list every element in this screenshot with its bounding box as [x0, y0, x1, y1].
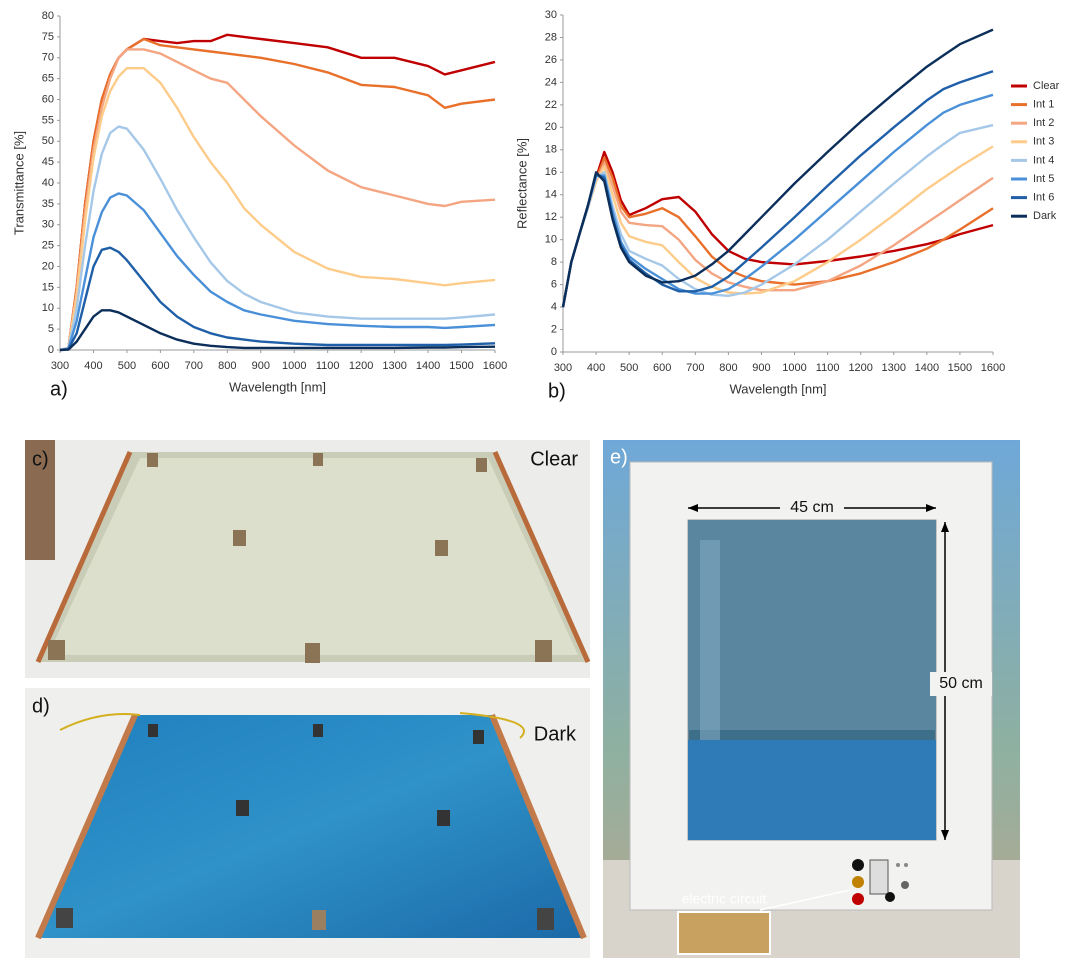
y-tick-label: 10: [545, 234, 557, 246]
x-tick-label: 800: [719, 362, 737, 374]
photo-dark: d) Dark: [25, 688, 590, 958]
panel-caption: Clear: [530, 448, 578, 470]
y-tick-label: 60: [42, 93, 54, 105]
y-tick-label: 75: [42, 31, 54, 43]
y-tick-label: 30: [545, 9, 557, 21]
x-tick-label: 900: [752, 362, 770, 374]
y-tick-label: 28: [545, 31, 557, 43]
y-tick-label: 20: [545, 121, 557, 133]
y-tick-label: 55: [42, 114, 54, 126]
y-tick-label: 24: [545, 76, 557, 88]
x-tick-label: 1600: [483, 360, 507, 372]
y-tick-label: 30: [42, 219, 54, 231]
y-tick-label: 4: [551, 301, 557, 313]
y-tick-label: 5: [48, 323, 54, 335]
x-tick-label: 1100: [816, 362, 840, 374]
x-tick-label: 1200: [848, 362, 872, 374]
x-tick-label: 1400: [416, 360, 440, 372]
series-line: [59, 33, 496, 352]
y-tick-label: 2: [551, 323, 557, 335]
y-tick-label: 65: [42, 73, 54, 85]
series-line: [59, 309, 496, 352]
panel-label: d): [32, 695, 50, 717]
x-tick-label: 500: [118, 360, 136, 372]
panel-label: e): [610, 446, 628, 468]
legend-label: Int 3: [1033, 136, 1054, 148]
x-tick-label: 600: [653, 362, 671, 374]
y-tick-label: 18: [545, 144, 557, 156]
y-tick-label: 50: [42, 135, 54, 147]
y-axis-label: Transmittance [%]: [11, 131, 26, 235]
y-tick-label: 14: [545, 189, 557, 201]
x-tick-label: 500: [620, 362, 638, 374]
panel-label: c): [32, 448, 49, 470]
x-tick-label: 1300: [882, 362, 906, 374]
y-tick-label: 45: [42, 156, 54, 168]
width-label: 45 cm: [790, 499, 834, 516]
x-tick-label: 700: [686, 362, 704, 374]
photo-clear: c) Clear: [25, 440, 591, 678]
y-tick-label: 16: [545, 166, 557, 178]
x-tick-label: 1500: [948, 362, 972, 374]
y-tick-label: 22: [545, 99, 557, 111]
y-tick-label: 0: [551, 346, 557, 358]
panel-label: a): [50, 378, 68, 400]
y-tick-label: 0: [48, 344, 54, 356]
x-tick-label: 1000: [782, 362, 806, 374]
legend-label: Int 2: [1033, 117, 1054, 129]
y-tick-label: 20: [42, 260, 54, 272]
legend-label: Dark: [1033, 210, 1057, 222]
x-tick-label: 1000: [282, 360, 306, 372]
y-tick-label: 80: [42, 10, 54, 22]
y-tick-label: 8: [551, 256, 557, 268]
y-tick-label: 10: [42, 302, 54, 314]
callout: electric circuit: [682, 891, 767, 907]
series-line: [59, 48, 496, 352]
height-label: 50 cm: [939, 675, 983, 692]
x-tick-label: 300: [51, 360, 69, 372]
y-tick-label: 40: [42, 177, 54, 189]
x-tick-label: 1500: [449, 360, 473, 372]
series-line: [59, 246, 496, 352]
y-tick-label: 25: [42, 240, 54, 252]
x-tick-label: 1600: [981, 362, 1005, 374]
x-tick-label: 300: [554, 362, 572, 374]
y-tick-label: 35: [42, 198, 54, 210]
legend-label: Int 6: [1033, 192, 1054, 204]
series-line: [59, 67, 496, 352]
series-line: [561, 28, 994, 308]
x-tick-label: 1300: [382, 360, 406, 372]
panel-caption: Dark: [534, 723, 577, 745]
x-tick-label: 1100: [316, 360, 340, 372]
y-tick-label: 15: [42, 281, 54, 293]
x-tick-label: 800: [218, 360, 236, 372]
x-axis-label: Wavelength [nm]: [229, 379, 326, 394]
y-tick-label: 6: [551, 279, 557, 291]
y-tick-label: 26: [545, 54, 557, 66]
x-tick-label: 900: [252, 360, 270, 372]
x-axis-label: Wavelength [nm]: [729, 381, 826, 396]
legend-label: Int 1: [1033, 99, 1054, 111]
legend-label: Clear: [1033, 80, 1060, 92]
series-line: [59, 192, 496, 352]
y-tick-label: 12: [545, 211, 557, 223]
x-tick-label: 1200: [349, 360, 373, 372]
x-tick-label: 600: [151, 360, 169, 372]
x-tick-label: 400: [84, 360, 102, 372]
y-tick-label: 70: [42, 52, 54, 64]
legend-label: Int 5: [1033, 173, 1054, 185]
x-tick-label: 1400: [915, 362, 939, 374]
series-line: [59, 125, 496, 352]
series-line: [59, 37, 496, 352]
x-tick-label: 700: [185, 360, 203, 372]
legend-label: Int 4: [1033, 154, 1054, 166]
x-tick-label: 400: [587, 362, 605, 374]
photo-window: 45 cm 50 cm electric circuit e): [603, 440, 1020, 958]
y-axis-label: Reflectance [%]: [514, 138, 529, 229]
panel-label: b): [548, 380, 566, 402]
